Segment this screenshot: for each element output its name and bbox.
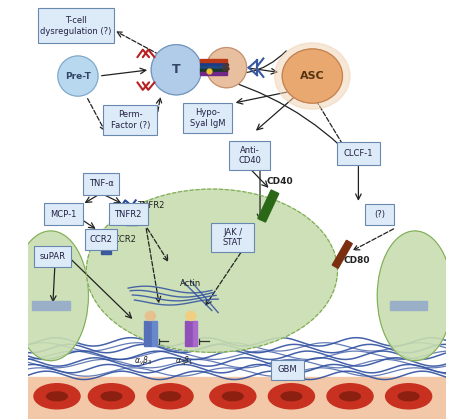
FancyBboxPatch shape	[37, 8, 114, 43]
Bar	[200, 66, 228, 68]
Text: suPAR: suPAR	[40, 252, 66, 260]
Text: CD40: CD40	[266, 178, 293, 186]
Ellipse shape	[13, 231, 88, 361]
Bar	[185, 321, 193, 346]
FancyBboxPatch shape	[35, 246, 71, 267]
Text: CLCF-1: CLCF-1	[344, 149, 373, 158]
Bar	[153, 321, 156, 346]
Text: T-cell
dysregulation (?): T-cell dysregulation (?)	[40, 16, 111, 36]
Bar	[390, 301, 428, 310]
Ellipse shape	[386, 384, 432, 409]
Bar	[27, 378, 447, 419]
Text: CCR2: CCR2	[113, 235, 136, 244]
Text: MCP-1: MCP-1	[50, 210, 76, 219]
Text: ASC: ASC	[300, 71, 325, 81]
Text: Anti-
CD40: Anti- CD40	[238, 146, 261, 165]
Bar	[200, 59, 228, 62]
Text: CD80: CD80	[344, 256, 370, 265]
Bar	[127, 217, 137, 220]
Bar	[32, 301, 70, 310]
Text: GBM: GBM	[277, 365, 297, 374]
Text: Actin: Actin	[180, 279, 201, 288]
Ellipse shape	[146, 311, 155, 320]
Text: JAK /
STAT: JAK / STAT	[223, 228, 243, 247]
Bar	[127, 207, 137, 211]
Ellipse shape	[101, 392, 122, 401]
Bar	[101, 248, 111, 250]
Ellipse shape	[58, 56, 98, 96]
Ellipse shape	[327, 384, 373, 409]
Ellipse shape	[281, 392, 302, 401]
FancyBboxPatch shape	[103, 105, 157, 135]
Text: Pre-T: Pre-T	[65, 71, 91, 81]
Ellipse shape	[151, 45, 201, 95]
FancyBboxPatch shape	[44, 203, 83, 225]
Ellipse shape	[34, 384, 80, 409]
Text: TNFR2: TNFR2	[137, 201, 165, 210]
Text: Hypo-
Syal IgM: Hypo- Syal IgM	[190, 108, 226, 128]
Text: TNFR2: TNFR2	[115, 210, 142, 219]
Ellipse shape	[274, 43, 350, 109]
Ellipse shape	[377, 231, 453, 361]
Ellipse shape	[210, 384, 256, 409]
FancyBboxPatch shape	[337, 142, 380, 165]
Ellipse shape	[46, 392, 67, 401]
Bar	[144, 321, 153, 346]
Text: TNF-α: TNF-α	[89, 179, 113, 188]
Ellipse shape	[268, 384, 314, 409]
Text: CCR2: CCR2	[90, 235, 112, 244]
Ellipse shape	[88, 384, 135, 409]
Ellipse shape	[186, 311, 196, 320]
FancyBboxPatch shape	[183, 102, 232, 133]
Bar	[101, 244, 111, 247]
FancyBboxPatch shape	[85, 229, 117, 250]
Text: T: T	[172, 63, 181, 76]
Text: B: B	[222, 63, 231, 73]
FancyBboxPatch shape	[365, 204, 393, 225]
Bar	[258, 190, 279, 222]
FancyBboxPatch shape	[229, 142, 270, 170]
Ellipse shape	[147, 384, 193, 409]
Bar	[101, 240, 111, 243]
Bar	[193, 321, 197, 346]
Bar	[101, 252, 111, 254]
Text: Perm-
Factor (?): Perm- Factor (?)	[110, 110, 150, 130]
Ellipse shape	[282, 49, 343, 103]
Bar	[127, 212, 137, 215]
Bar	[127, 221, 137, 225]
Bar	[332, 240, 352, 268]
Bar	[200, 62, 228, 65]
Text: $\alpha_v\beta_3$: $\alpha_v\beta_3$	[134, 354, 152, 367]
FancyBboxPatch shape	[82, 173, 119, 195]
Ellipse shape	[398, 392, 419, 401]
Bar	[200, 72, 228, 75]
Bar	[101, 236, 111, 239]
FancyBboxPatch shape	[109, 203, 147, 225]
Ellipse shape	[340, 392, 360, 401]
Text: $\alpha_3\beta_1$: $\alpha_3\beta_1$	[174, 354, 193, 367]
Ellipse shape	[207, 47, 246, 88]
Bar	[200, 69, 228, 72]
Ellipse shape	[86, 189, 337, 352]
FancyBboxPatch shape	[211, 223, 255, 252]
Ellipse shape	[160, 392, 181, 401]
Text: (?): (?)	[374, 210, 385, 219]
FancyBboxPatch shape	[271, 360, 303, 380]
Ellipse shape	[222, 392, 243, 401]
